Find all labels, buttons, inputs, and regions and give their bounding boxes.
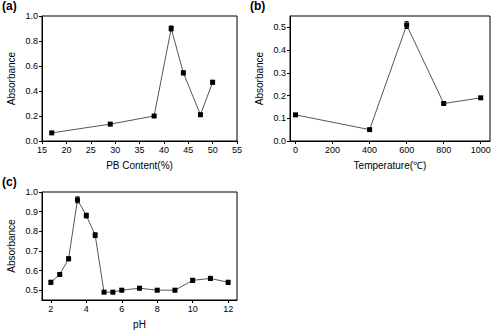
- svg-text:50: 50: [208, 145, 218, 155]
- svg-text:15: 15: [37, 145, 47, 155]
- svg-text:0.2: 0.2: [25, 111, 38, 121]
- svg-text:30: 30: [110, 145, 120, 155]
- svg-text:45: 45: [183, 145, 193, 155]
- svg-text:0.5: 0.5: [273, 22, 286, 32]
- svg-text:2: 2: [48, 304, 53, 314]
- svg-text:10: 10: [188, 304, 198, 314]
- svg-text:PB Content(%): PB Content(%): [106, 160, 173, 171]
- svg-text:Temperature(℃): Temperature(℃): [354, 160, 427, 171]
- svg-text:0.0: 0.0: [25, 136, 38, 146]
- svg-text:6: 6: [119, 304, 124, 314]
- svg-text:0.4: 0.4: [273, 45, 286, 55]
- svg-text:0.7: 0.7: [25, 246, 38, 256]
- svg-text:(c): (c): [2, 175, 17, 189]
- svg-text:0.8: 0.8: [25, 226, 38, 236]
- svg-text:12: 12: [223, 304, 233, 314]
- svg-text:20: 20: [61, 145, 71, 155]
- svg-text:0.5: 0.5: [25, 285, 38, 295]
- svg-text:(a): (a): [2, 0, 17, 13]
- svg-text:pH: pH: [133, 319, 146, 330]
- svg-text:Absorbance: Absorbance: [6, 219, 17, 273]
- svg-text:0: 0: [293, 145, 298, 155]
- svg-text:0.3: 0.3: [273, 68, 286, 78]
- svg-text:800: 800: [436, 145, 451, 155]
- svg-text:0.4: 0.4: [25, 86, 38, 96]
- svg-text:8: 8: [155, 304, 160, 314]
- svg-text:55: 55: [232, 145, 242, 155]
- svg-text:40: 40: [159, 145, 169, 155]
- svg-text:(b): (b): [250, 0, 265, 13]
- svg-text:400: 400: [362, 145, 377, 155]
- svg-text:25: 25: [86, 145, 96, 155]
- svg-text:4: 4: [84, 304, 89, 314]
- svg-text:0.6: 0.6: [25, 61, 38, 71]
- svg-text:0.2: 0.2: [273, 91, 286, 101]
- svg-text:0.9: 0.9: [25, 207, 38, 217]
- svg-text:Absorbance: Absorbance: [6, 51, 17, 105]
- svg-text:600: 600: [399, 145, 414, 155]
- svg-text:Absorbance: Absorbance: [254, 51, 265, 105]
- svg-text:0.0: 0.0: [273, 136, 286, 146]
- svg-text:35: 35: [134, 145, 144, 155]
- svg-text:1.0: 1.0: [25, 187, 38, 197]
- svg-text:1000: 1000: [471, 145, 491, 155]
- svg-text:0.1: 0.1: [273, 113, 286, 123]
- svg-text:1.0: 1.0: [25, 11, 38, 21]
- svg-text:0.6: 0.6: [25, 266, 38, 276]
- svg-text:200: 200: [325, 145, 340, 155]
- svg-text:0.8: 0.8: [25, 36, 38, 46]
